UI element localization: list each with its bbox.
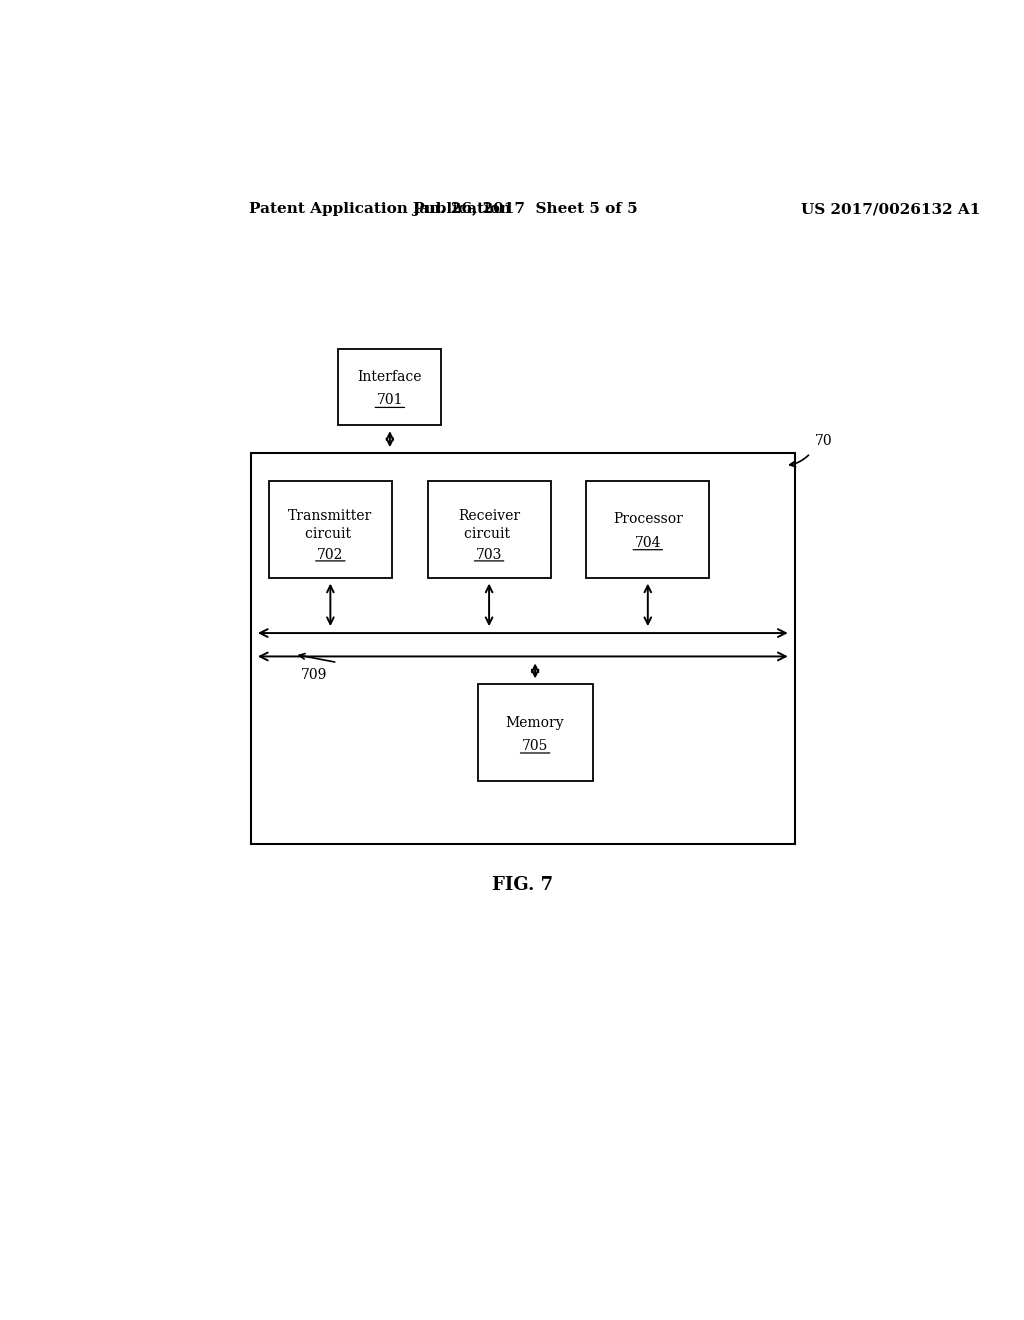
Text: circuit: circuit [305, 528, 355, 541]
Text: 705: 705 [522, 739, 548, 752]
Text: FIG. 7: FIG. 7 [492, 876, 553, 894]
Text: Receiver: Receiver [458, 510, 520, 523]
Bar [587, 480, 710, 578]
Text: Interface: Interface [357, 370, 422, 384]
Text: 704: 704 [635, 536, 662, 549]
Bar [477, 684, 593, 781]
Text: 701: 701 [377, 393, 403, 408]
Text: US 2017/0026132 A1: US 2017/0026132 A1 [801, 202, 980, 216]
Bar [269, 480, 392, 578]
Text: Jan. 26, 2017  Sheet 5 of 5: Jan. 26, 2017 Sheet 5 of 5 [412, 202, 638, 216]
Text: circuit: circuit [464, 528, 514, 541]
Text: Processor: Processor [613, 512, 683, 527]
Text: 709: 709 [300, 668, 327, 681]
Text: Transmitter: Transmitter [288, 510, 373, 523]
Bar [428, 480, 551, 578]
Text: 703: 703 [476, 548, 503, 562]
Text: Patent Application Publication: Patent Application Publication [249, 202, 511, 216]
Bar [338, 348, 441, 425]
Text: 702: 702 [317, 548, 344, 562]
Text: 70: 70 [814, 434, 833, 447]
Text: Memory: Memory [506, 715, 564, 730]
Bar [251, 453, 795, 845]
